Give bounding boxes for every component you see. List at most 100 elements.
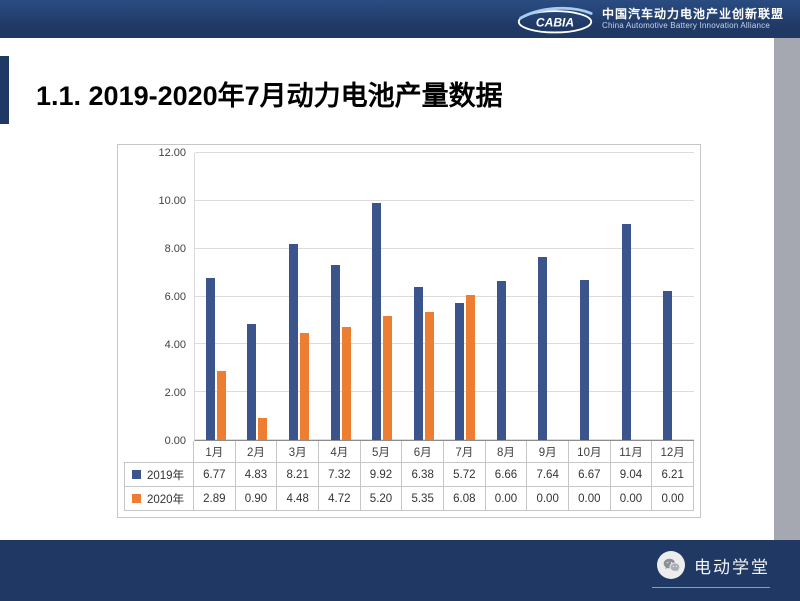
org-name-cn: 中国汽车动力电池产业创新联盟 xyxy=(601,7,784,21)
table-corner-cell xyxy=(124,441,194,463)
bar-2019年-2月 xyxy=(247,324,257,440)
value-cell: 0.00 xyxy=(652,487,694,511)
value-cell: 8.21 xyxy=(277,463,319,487)
value-cell: 7.32 xyxy=(319,463,361,487)
value-cell: 5.72 xyxy=(444,463,486,487)
wechat-bubbles-icon xyxy=(663,558,679,572)
value-cell: 5.20 xyxy=(360,487,403,511)
value-cell: 0.00 xyxy=(485,487,528,511)
y-axis-label: 10.00 xyxy=(158,195,186,207)
bar-group-12月 xyxy=(652,153,694,440)
value-cell: 0.90 xyxy=(235,487,278,511)
gridline xyxy=(195,439,694,440)
page-title: 1.1. 2019-2020年7月动力电池产量数据 xyxy=(36,81,503,111)
bar-2020年-1月 xyxy=(216,370,226,440)
y-axis-label: 12.00 xyxy=(158,147,186,159)
value-cell: 5.35 xyxy=(402,487,444,511)
bar-group-3月 xyxy=(278,153,320,440)
title-accent-bar xyxy=(0,56,9,124)
bar-2020年-3月 xyxy=(299,332,309,440)
bar-2019年-3月 xyxy=(288,243,298,440)
legend-cell: 2019年 xyxy=(124,463,194,487)
bar-2020年-4月 xyxy=(341,327,351,440)
value-cell: 9.92 xyxy=(360,463,403,487)
legend-label: 2019年 xyxy=(147,469,185,482)
bar-2019年-5月 xyxy=(372,202,382,440)
bar-2020年-2月 xyxy=(258,418,268,440)
month-header-row: 1月 2月 3月 4月 5月 6月 7月 8月 9月 10月 11月 12月 xyxy=(124,441,694,463)
right-side-strip xyxy=(774,38,800,540)
month-label: 6月 xyxy=(402,441,444,463)
gridline xyxy=(195,199,694,201)
value-cell: 0.00 xyxy=(527,487,569,511)
gridline xyxy=(195,152,694,153)
value-cell: 6.77 xyxy=(194,463,236,487)
month-label: 9月 xyxy=(527,441,569,463)
bar-group-1月 xyxy=(195,153,237,440)
month-label: 8月 xyxy=(485,441,528,463)
y-axis-label: 0.00 xyxy=(164,435,186,447)
bar-2019年-4月 xyxy=(330,264,340,440)
bar-group-8月 xyxy=(486,153,528,440)
cabia-logo-text: CABIA xyxy=(536,15,574,29)
bar-2019年-7月 xyxy=(455,303,465,440)
y-axis-label: 6.00 xyxy=(164,291,186,303)
bar-2020年-7月 xyxy=(466,294,476,440)
bar-2019年-1月 xyxy=(205,278,215,440)
value-cell: 6.21 xyxy=(652,463,694,487)
month-label: 12月 xyxy=(652,441,694,463)
value-cell: 2.89 xyxy=(194,487,236,511)
month-label: 3月 xyxy=(277,441,319,463)
bar-2019年-10月 xyxy=(579,280,589,440)
month-label: 11月 xyxy=(610,441,653,463)
y-axis-label: 4.00 xyxy=(164,339,186,352)
value-cell: 0.00 xyxy=(610,487,653,511)
bar-2019年-9月 xyxy=(538,257,548,440)
value-cell: 4.72 xyxy=(319,487,361,511)
y-axis-label: 8.00 xyxy=(164,243,186,256)
brand-underline xyxy=(652,587,770,588)
month-label: 7月 xyxy=(444,441,486,463)
legend-swatch xyxy=(132,494,141,503)
gridline xyxy=(195,391,694,393)
org-name-en: China Automotive Battery Innovation Alli… xyxy=(601,21,770,30)
bar-group-6月 xyxy=(403,153,445,440)
footer-brand: 电动学堂 xyxy=(657,551,770,579)
brand-name: 电动学堂 xyxy=(694,557,770,577)
y-axis: 0.00 2.00 4.00 6.00 8.00 10.00 12.00 xyxy=(124,147,194,447)
month-label: 2月 xyxy=(235,441,278,463)
value-cell: 0.00 xyxy=(569,487,611,511)
value-cell: 6.08 xyxy=(444,487,486,511)
value-cell: 6.38 xyxy=(402,463,444,487)
month-label: 1月 xyxy=(194,441,236,463)
org-name: 中国汽车动力电池产业创新联盟 China Automotive Battery … xyxy=(602,7,784,31)
series-row-2019年: 2019年 6.77 4.83 8.21 7.32 9.92 6.38 5.72 6.66 7.6… xyxy=(124,463,694,487)
bar-2019年-8月 xyxy=(496,280,506,440)
bar-2020年-6月 xyxy=(424,312,434,440)
series-row-2020年: 2020年 2.89 0.90 4.48 4.72 5.20 5.35 6.08 0.00 0.0… xyxy=(124,487,694,511)
bar-2020年-5月 xyxy=(383,315,393,440)
bar-group-7月 xyxy=(444,153,486,440)
header-bar: CABIA 中国汽车动力电池产业创新联盟 China Automotive Ba… xyxy=(0,0,800,38)
cabia-logo: CABIA 中国汽车动力电池产业创新联盟 China Automotive Ba… xyxy=(516,3,784,35)
gridline xyxy=(195,343,694,345)
cabia-logo-icon: CABIA xyxy=(517,6,593,34)
legend-swatch xyxy=(132,470,141,479)
value-cell: 9.04 xyxy=(610,463,653,487)
month-label: 10月 xyxy=(569,441,611,463)
legend-label: 2020年 xyxy=(147,493,185,506)
value-cell: 6.66 xyxy=(485,463,528,487)
gridline xyxy=(195,247,694,249)
bar-group-2月 xyxy=(237,153,279,440)
value-cell: 4.83 xyxy=(235,463,278,487)
bar-2019年-11月 xyxy=(621,223,631,440)
bar-2019年-12月 xyxy=(663,291,673,440)
value-cell: 4.48 xyxy=(277,487,319,511)
month-label: 5月 xyxy=(360,441,403,463)
footer-bar: 电动学堂 xyxy=(0,540,800,601)
plot-row: 0.00 2.00 4.00 6.00 8.00 10.00 12.00 xyxy=(124,147,694,447)
battery-production-chart: 0.00 2.00 4.00 6.00 8.00 10.00 12.00 1月 2月 3月 4月 5… xyxy=(117,144,701,518)
bar-group-11月 xyxy=(611,153,653,440)
month-label: 4月 xyxy=(319,441,361,463)
bar-group-9月 xyxy=(528,153,570,440)
